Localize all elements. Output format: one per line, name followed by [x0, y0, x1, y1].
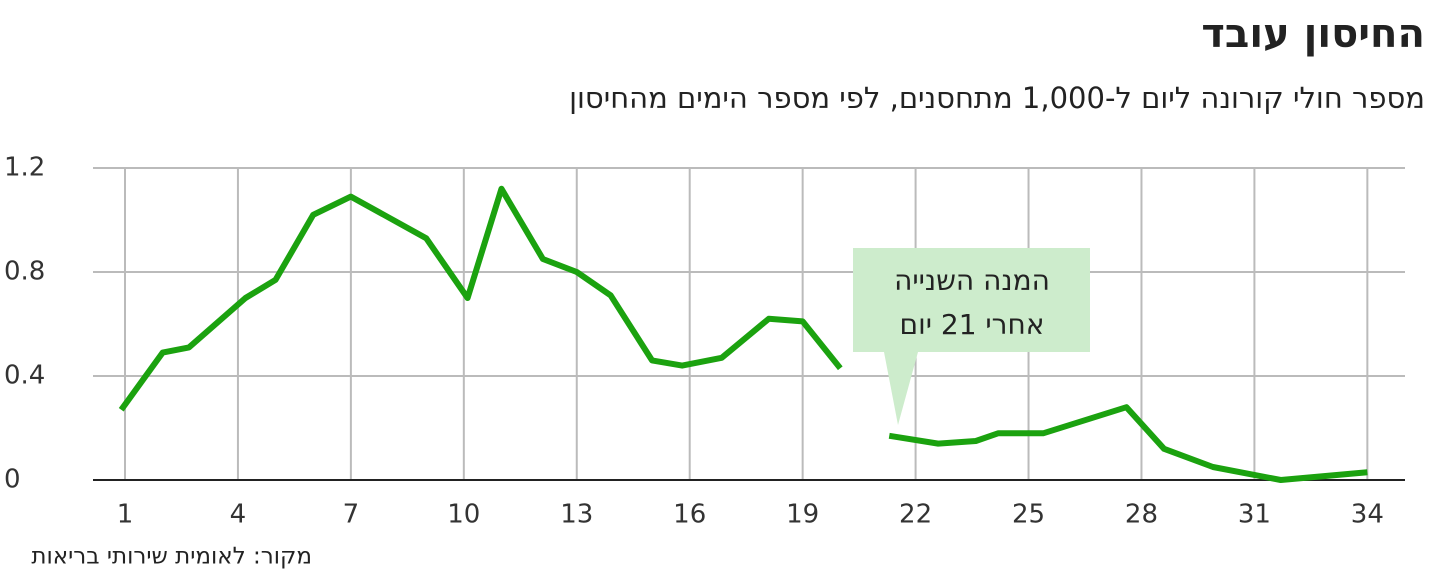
x-tick-label: 1: [117, 500, 134, 530]
x-tick-label: 25: [1012, 500, 1045, 530]
y-tick-label: 1.2: [4, 153, 45, 183]
x-tick-label: 16: [673, 500, 706, 530]
x-tick-label: 7: [343, 500, 360, 530]
annotation-text: אחרי 21 יום: [900, 308, 1045, 341]
x-tick-label: 13: [560, 500, 593, 530]
chart-subtitle: מספר חולי קורונה ליום ל-1,000 מתחסנים, ל…: [569, 81, 1425, 115]
x-tick-label: 10: [447, 500, 480, 530]
y-tick-label: 0.4: [4, 361, 45, 391]
source: מקור: לאומית שירותי בריאות: [31, 544, 312, 570]
chart-title: החיסון עובד: [1201, 11, 1425, 57]
x-tick-label: 34: [1351, 500, 1384, 530]
x-tick-label: 4: [230, 500, 247, 530]
annotation: המנה השנייה אחרי 21 יום: [853, 248, 1090, 425]
annotation-text: המנה השנייה: [894, 264, 1050, 297]
x-tick-label: 22: [899, 500, 932, 530]
x-tick-label: 28: [1125, 500, 1158, 530]
data-line: [118, 185, 1368, 483]
y-tick-label: 0: [4, 465, 21, 495]
x-tick-label: 31: [1238, 500, 1271, 530]
y-tick-label: 0.8: [4, 257, 45, 287]
callout-box: [853, 248, 1090, 425]
x-tick-label: 19: [786, 500, 819, 530]
